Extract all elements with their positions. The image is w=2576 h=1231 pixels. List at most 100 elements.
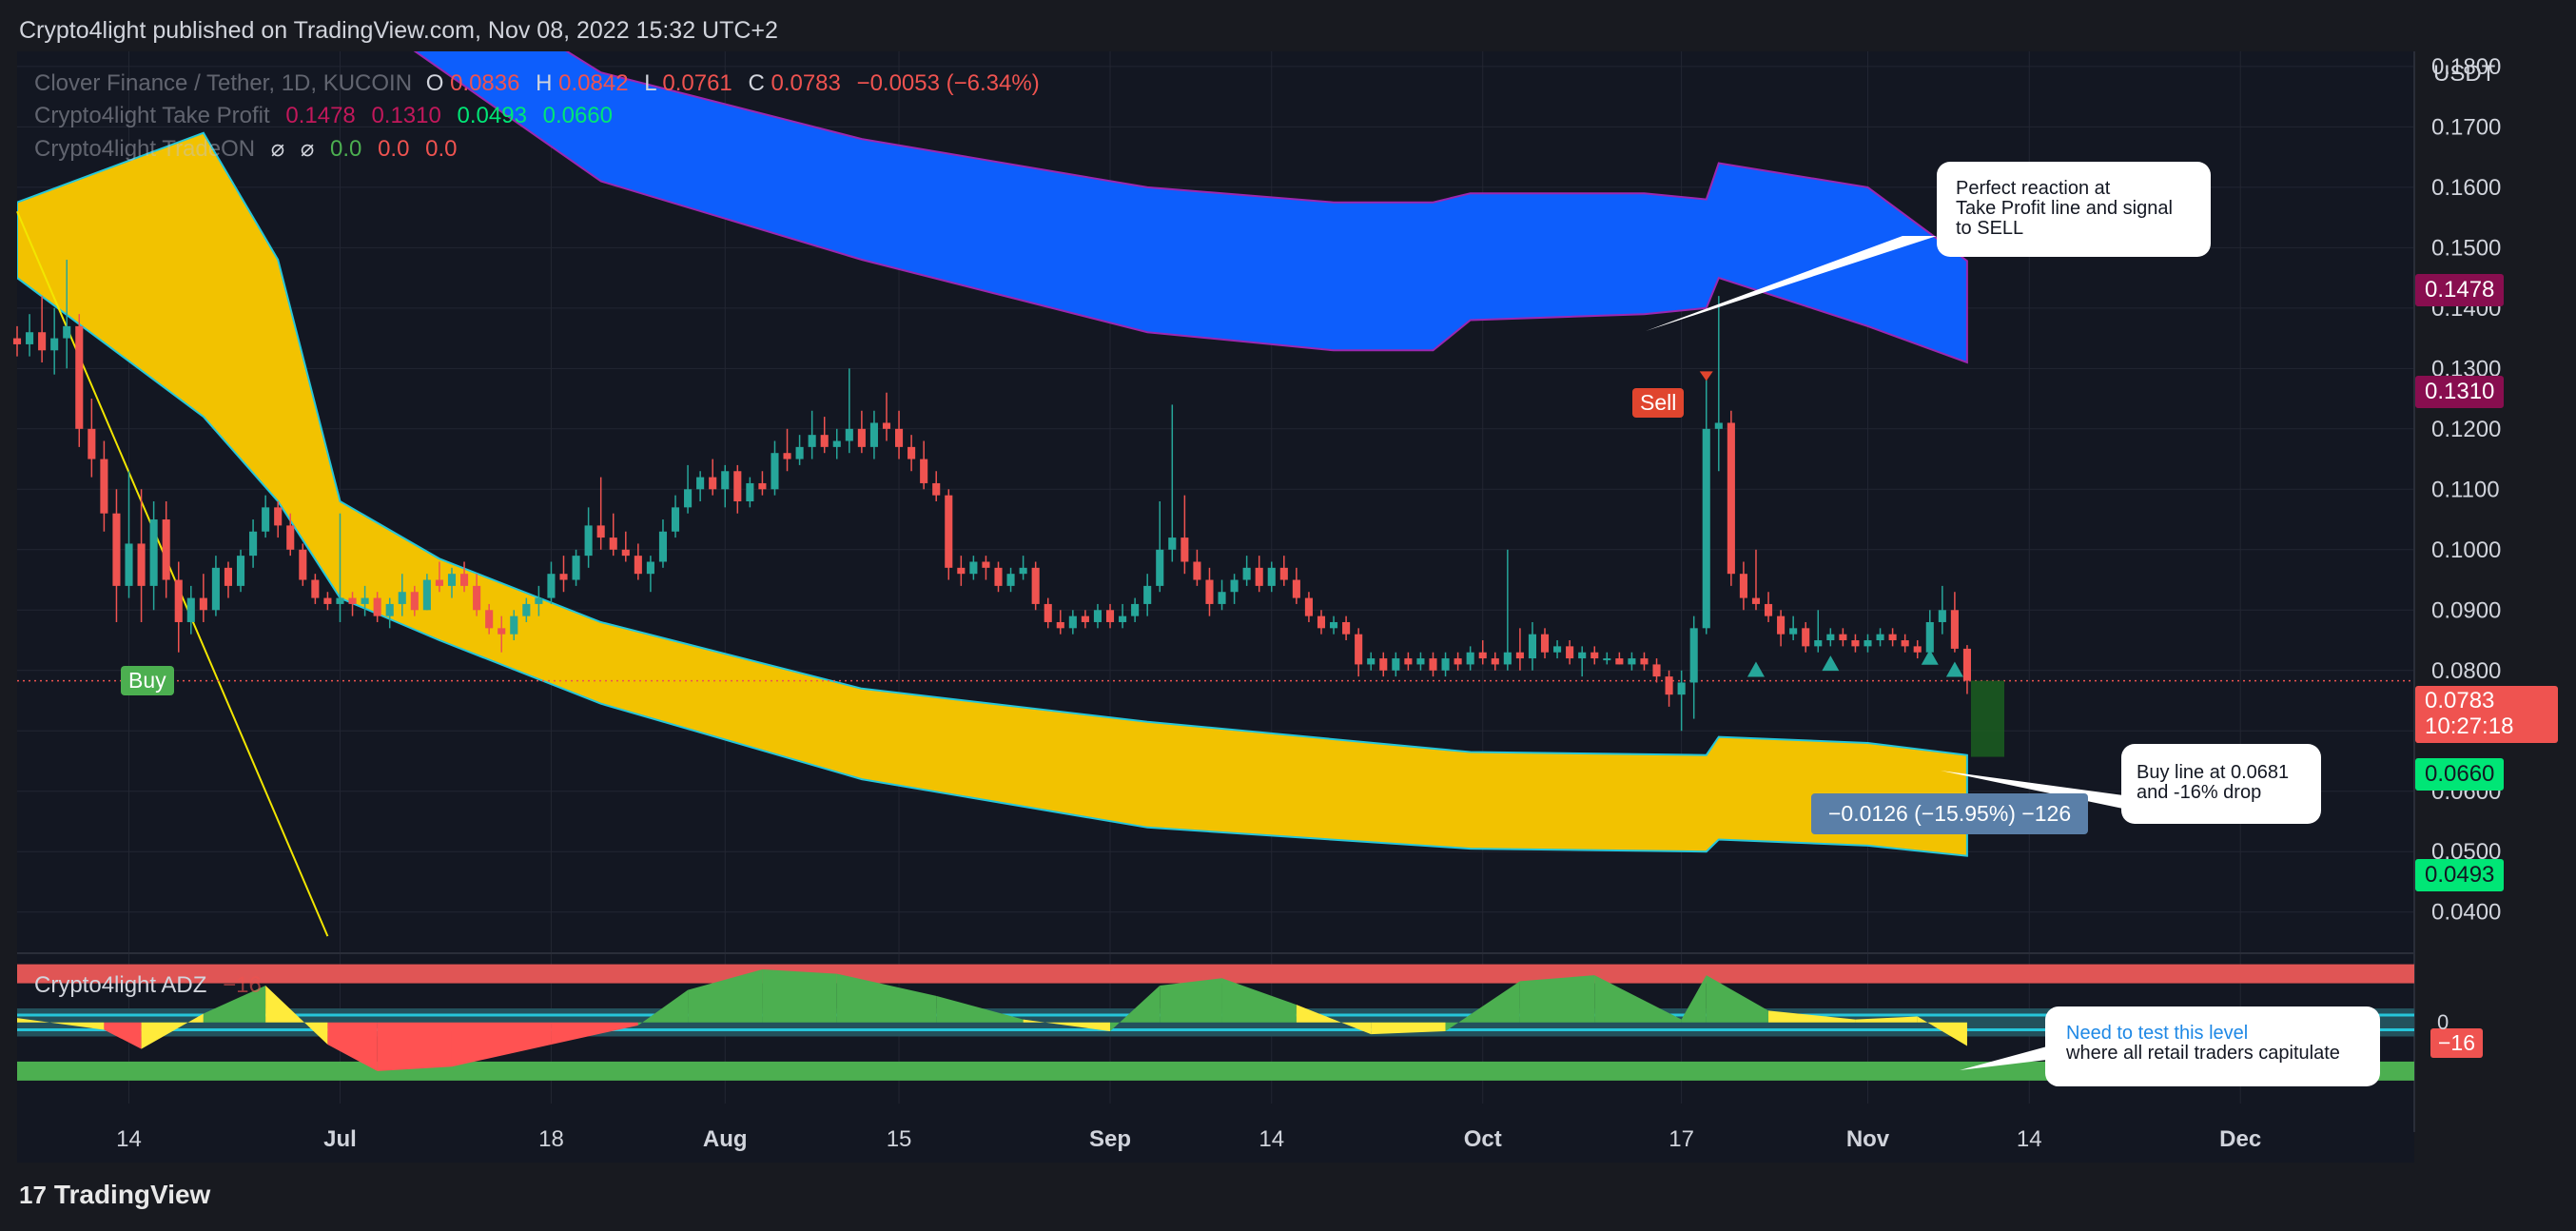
legend-l-value: 0.0761 [662,70,732,96]
candle-body [1689,628,1698,683]
callout-retail-line-1: Need to test this level [2066,1023,2249,1044]
candle-body [75,325,84,429]
candle-body [1441,658,1450,671]
candle-body [299,549,307,580]
adz-legend[interactable]: Crypto4light ADZ −16 [34,972,271,999]
candle-body [174,579,183,622]
candle-body [1255,567,1263,586]
candle-body [1789,628,1798,635]
candle-body [162,519,170,580]
y-tick-label: 0.1200 [2431,417,2501,442]
adz-segment [327,1022,378,1071]
bands-layer [17,51,1968,857]
candle-body [845,428,853,441]
adz-segment [265,986,328,1045]
candle-body [498,628,506,635]
candle-body [1491,658,1499,665]
candle-body [435,579,443,586]
candle-body [522,603,531,616]
candle-body [1205,579,1214,604]
candle-body [709,477,717,490]
overlay-layer [1646,236,2123,1070]
candle-body [920,459,928,483]
candle-body [572,556,580,580]
candle-body [907,446,916,459]
candle-body [1901,640,1909,647]
legend-tp-value-3: 0.0493 [457,103,527,128]
callout-buy-line: Buy line at 0.0681 and -16% drop [2121,744,2321,824]
legend-tp-name: Crypto4light Take Profit [34,103,270,128]
candle-body [1416,658,1425,665]
sell-signal-label: Sell [1632,388,1685,418]
candle-body [820,435,829,447]
callout-retail-line-2: where all retail traders capitulate [2066,1043,2340,1064]
candle-body [1031,567,1040,604]
candle-body [186,597,195,622]
candle-body [1938,610,1946,622]
legend-h-value: 0.0842 [558,70,629,96]
candle-body [1727,422,1735,575]
candle-body [869,422,878,447]
candle-body [50,338,59,351]
adz-segment [762,968,837,1023]
adz-segment [104,1022,142,1049]
legend-o-label: O [425,70,444,96]
candle-body [1603,658,1611,661]
candle-body [1093,610,1103,622]
candle-body [808,435,816,447]
candle-body [1913,646,1922,653]
candle-body [1876,634,1884,641]
adz-segment [1855,1016,1918,1023]
publisher-header: Crypto4light published on TradingView.co… [19,17,778,44]
candle-body [1515,652,1524,659]
adz-segment [1917,1016,1967,1046]
callout-retail-pointer [1960,1046,2047,1070]
measure-box [1970,680,2005,757]
legend-main[interactable]: Clover Finance / Tether, 1D, KUCOIN O 0.… [34,70,1049,97]
candle-body [1566,646,1574,659]
candle-body [1119,616,1127,622]
candle-body [1056,621,1064,629]
candle-body [1454,658,1462,665]
candle-body [1652,664,1661,677]
callout-take-profit-line-3: to SELL [1956,218,2024,239]
candle-body [1714,422,1723,429]
signals-layer [1699,371,2005,757]
adz-segment [1023,1019,1111,1032]
adz-segment [1160,978,1222,1023]
last-price-tag: 0.0783 10:27:18 [2415,686,2558,743]
x-tick-label: Nov [1846,1126,1890,1152]
adz-segment [1706,975,1769,1023]
candle-body [12,338,22,344]
last-price-value: 0.0783 [2425,688,2495,713]
candle-body [696,477,705,490]
y-tick-label: 0.1700 [2431,114,2501,140]
legend-h-label: H [536,70,553,96]
candle-body [373,597,381,616]
candle-body [460,574,469,586]
callout-buy-line-line-2: and -16% drop [2137,782,2262,803]
adz-segment [1445,981,1520,1032]
candle-body [795,446,804,459]
candle-body [1317,616,1326,629]
callout-take-profit-line-2: Take Profit line and signal [1956,198,2173,219]
adz-segment [1519,975,1595,1023]
legend-symbol: Clover Finance / Tether, 1D, KUCOIN [34,70,413,96]
legend-take-profit[interactable]: Crypto4light Take Profit 0.1478 0.1310 0… [34,103,622,129]
adz-segment [17,1018,105,1030]
adz-top-red-band [17,964,2414,984]
adz-segment [203,986,266,1023]
x-tick-label: Oct [1464,1126,1502,1152]
adz-bottom-green-band [17,1061,2414,1081]
candle-body [1503,652,1512,665]
tradingview-footer[interactable]: 17 TradingView [19,1180,210,1210]
candle-body [274,507,283,526]
candle-body [932,482,941,496]
candle-body [1068,616,1077,629]
candle-body [584,525,593,557]
candle-body [1640,658,1649,665]
legend-tradeon[interactable]: Crypto4light TradeON ⌀ ⌀ 0.0 0.0 0.0 [34,135,467,163]
y-tick-label: 0.0800 [2431,658,2501,684]
candle-body [149,519,158,586]
